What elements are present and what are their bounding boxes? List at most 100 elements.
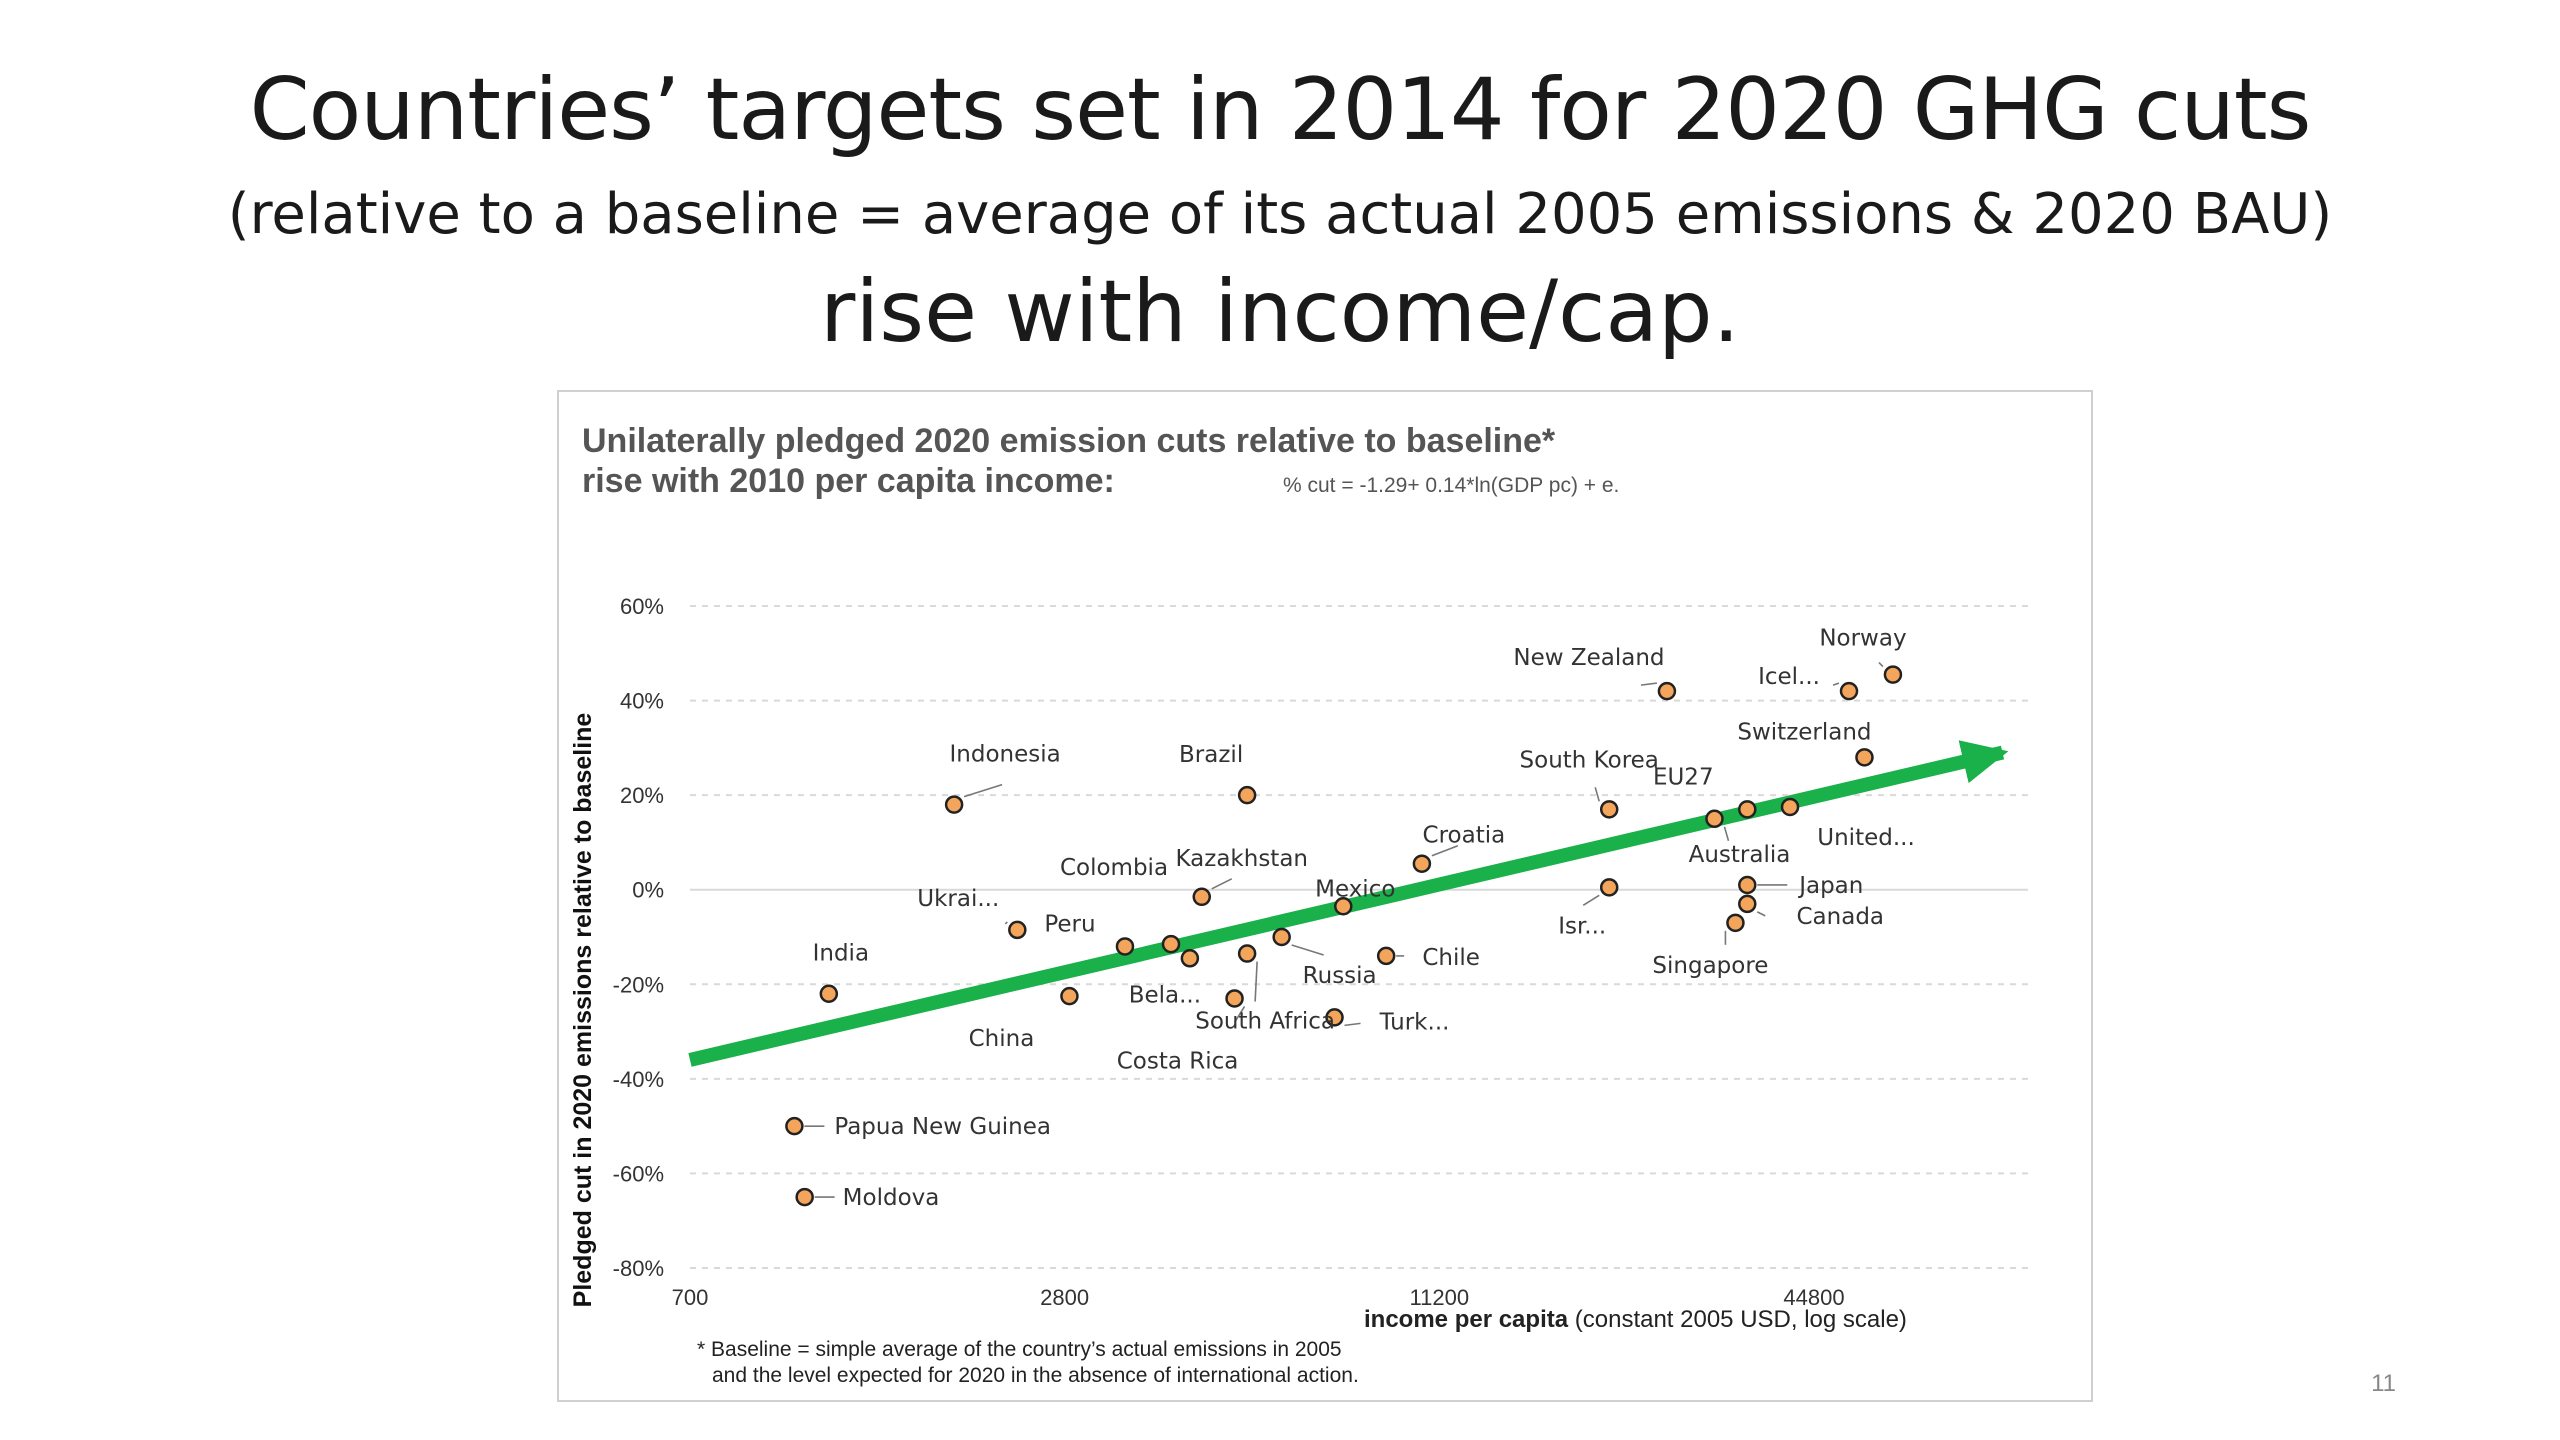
y-tick-label: -80% — [613, 1256, 664, 1281]
x-axis-label: income per capita (constant 2005 USD, lo… — [1364, 1306, 1907, 1333]
data-point-peru — [1115, 937, 1135, 956]
regression-formula: % cut = -1.29+ 0.14*ln(GDP pc) + e. — [1283, 474, 1619, 497]
data-point-south-korea — [1599, 800, 1619, 819]
data-point-united — [1780, 797, 1800, 817]
leader-line — [1211, 878, 1233, 890]
leader-lines — [804, 661, 1884, 1198]
slide-title: Countries’ targets set in 2014 for 2020 … — [249, 60, 2312, 160]
y-tick-label: -20% — [613, 972, 664, 997]
chart-frame — [557, 390, 2093, 1402]
point-label-kazakhstan: Kazakhstan — [1175, 846, 1308, 872]
point-label-russia: Russia — [1303, 963, 1377, 989]
data-point-norway — [1883, 665, 1903, 684]
leader-line — [1878, 661, 1884, 668]
y-axis-label: Pledged cut in 2020 emissions relative t… — [569, 713, 597, 1308]
leader-line — [963, 783, 1003, 798]
point-label-colombia: Colombia — [1060, 855, 1168, 881]
leader-line — [1004, 921, 1008, 925]
y-tick-label: 0% — [632, 878, 664, 903]
point-label-ukrai: Ukrai... — [917, 886, 999, 912]
slide-title-continued: rise with income/cap. — [820, 262, 1740, 362]
footnote-line2: and the level expected for 2020 in the a… — [712, 1364, 1359, 1387]
data-point-chile — [1376, 946, 1396, 966]
y-tick-label: -40% — [613, 1067, 664, 1092]
data-point-australia — [1705, 809, 1724, 829]
point-label-isr: Isr... — [1558, 913, 1606, 939]
leader-line — [1254, 961, 1258, 1002]
leader-line — [1344, 1022, 1361, 1027]
y-tick-label: 60% — [620, 594, 664, 619]
data-point-kazakhstan — [1192, 887, 1212, 907]
gridlines — [690, 605, 2028, 1269]
leader-line — [1431, 844, 1459, 857]
leader-line — [1756, 911, 1766, 917]
data-point-colombia — [1161, 934, 1181, 954]
data-point-new-zealand — [1657, 681, 1677, 701]
point-labels: India Papua New Guinea Moldova Indonesia Ukr… — [813, 626, 1915, 1212]
leader-line — [1594, 787, 1600, 802]
leader-line — [1723, 826, 1730, 842]
data-point-singapore — [1726, 913, 1745, 933]
point-label-australia: Australia — [1689, 842, 1791, 868]
point-label-croatia: Croatia — [1423, 823, 1506, 849]
data-point-turk — [1325, 1008, 1344, 1027]
data-points — [785, 665, 1903, 1207]
data-point-croatia — [1412, 854, 1432, 873]
point-label-norway: Norway — [1819, 626, 1906, 652]
point-label-south-korea: South Korea — [1520, 747, 1659, 773]
data-point-mexico — [1334, 897, 1353, 916]
point-label-china: China — [969, 1026, 1035, 1052]
data-point-russia — [1272, 927, 1291, 947]
data-point-bela — [1180, 949, 1200, 968]
x-axis-label-rest: (constant 2005 USD, log scale) — [1575, 1306, 1907, 1333]
data-point-china — [1060, 986, 1079, 1006]
chart-title-line1: Unilaterally pledged 2020 emission cuts … — [582, 422, 1556, 460]
leader-line — [1291, 944, 1324, 956]
point-label-mexico: Mexico — [1315, 876, 1395, 902]
point-label-turk: Turk... — [1379, 1009, 1450, 1035]
y-tick-label: 40% — [620, 689, 664, 714]
point-label-chile: Chile — [1422, 945, 1480, 971]
x-axis-label-bold: income per capita — [1364, 1306, 1569, 1333]
y-tick-label: -60% — [613, 1161, 664, 1186]
point-label-eu27: EU27 — [1653, 764, 1714, 790]
y-tick-label: 20% — [620, 783, 664, 808]
data-point-canada — [1738, 894, 1757, 914]
data-point-ukrai — [1008, 920, 1027, 940]
point-label-singapore: Singapore — [1652, 953, 1768, 979]
point-label-united: United... — [1817, 825, 1915, 851]
x-tick-label: 44800 — [1783, 1285, 1844, 1310]
point-label-new-zealand: New Zealand — [1513, 645, 1664, 671]
slide-number: 11 — [2371, 1370, 2396, 1397]
data-point-isr — [1599, 878, 1619, 897]
x-tick-label: 2800 — [1040, 1285, 1089, 1310]
data-point-eu27 — [1738, 800, 1757, 819]
point-label-indonesia: Indonesia — [949, 742, 1060, 768]
point-label-moldova: Moldova — [843, 1185, 940, 1211]
point-label-peru: Peru — [1044, 911, 1095, 937]
point-label-india: India — [813, 941, 869, 967]
data-point-moldova — [795, 1187, 814, 1207]
x-axis-ticks: 700 2800 11200 44800 — [672, 1285, 1845, 1310]
point-label-brazil: Brazil — [1179, 742, 1243, 768]
data-point-india — [819, 984, 839, 1003]
point-label-switzerland: Switzerland — [1737, 719, 1871, 745]
leader-line — [1640, 682, 1658, 686]
y-axis-ticks: 60% 40% 20% 0% -20% -40% -60% -80% — [613, 594, 664, 1281]
leader-line — [1832, 682, 1840, 686]
point-label-south-africa: South Africa — [1195, 1009, 1335, 1035]
point-label-bela: Bela... — [1129, 982, 1201, 1008]
point-label-papua-new-guinea: Papua New Guinea — [834, 1114, 1051, 1140]
data-point-south-africa — [1237, 944, 1257, 963]
data-point-japan — [1738, 875, 1757, 895]
x-tick-label: 11200 — [1410, 1285, 1470, 1310]
data-point-papua-new-guinea — [785, 1116, 804, 1136]
chart-title-line2: rise with 2010 per capita income: — [582, 462, 1115, 500]
point-label-costa-rica: Costa Rica — [1117, 1048, 1239, 1074]
slide-subtitle: (relative to a baseline = average of its… — [227, 182, 2333, 247]
data-point-brazil — [1237, 785, 1257, 805]
data-point-switzerland — [1855, 748, 1874, 767]
data-point-costa-rica — [1225, 989, 1244, 1008]
point-label-canada: Canada — [1797, 904, 1885, 930]
leader-line — [1582, 894, 1600, 907]
